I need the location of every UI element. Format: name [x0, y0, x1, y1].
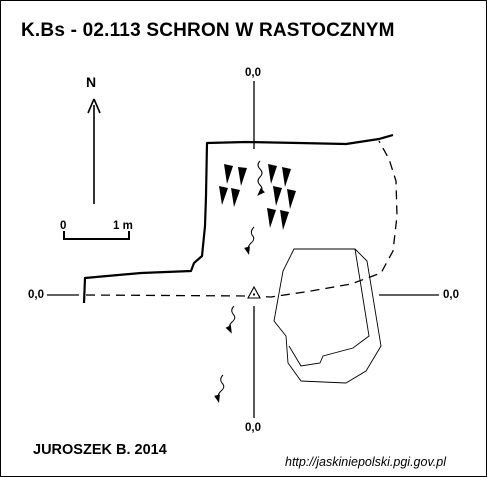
survey-point-icon — [247, 285, 261, 299]
north-arrow-icon — [87, 98, 101, 204]
flow-arrow-icons — [214, 160, 265, 403]
source-url: http://jaskiniepolski.pgi.gov.pl — [285, 455, 446, 469]
boulder-outline — [273, 248, 382, 384]
axis-label-bottom: 0,0 — [245, 422, 261, 434]
author-credit: JUROSZEK B. 2014 — [33, 442, 167, 458]
scale-bar — [63, 231, 130, 240]
rubble-symbols — [219, 164, 296, 230]
cave-wall-outline — [82, 133, 394, 304]
axis-label-top: 0,0 — [245, 67, 261, 79]
scale-label-start: 0 — [60, 220, 67, 232]
axis-label-left: 0,0 — [28, 289, 44, 301]
map-title: K.Bs - 02.113 SCHRON W RASTOCZNYM — [21, 20, 395, 41]
axis-label-right: 0,0 — [443, 289, 459, 301]
scale-label-end: 1 m — [113, 220, 133, 232]
north-label: N — [86, 74, 97, 90]
coordinate-axes — [47, 81, 439, 418]
